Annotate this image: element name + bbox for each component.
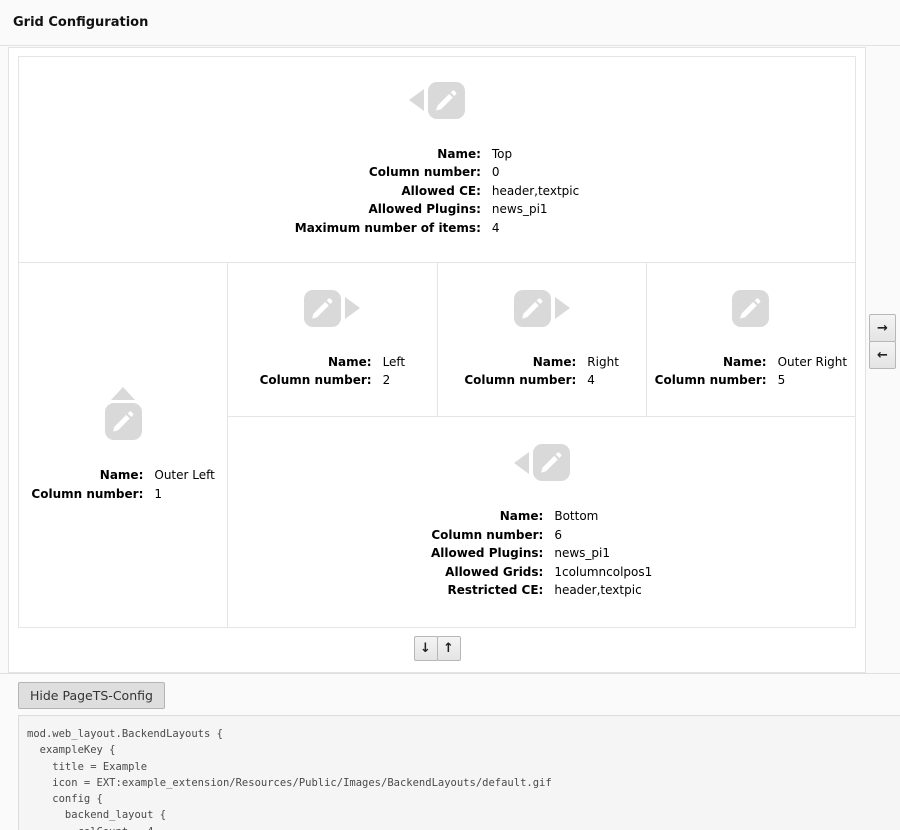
cell-properties: Name: Bottom Column number: 6 Allowed Plugin…	[431, 507, 652, 600]
edit-cell-icon[interactable]	[428, 81, 465, 119]
edit-cell-icon[interactable]	[104, 403, 142, 440]
add-column-button[interactable]: →	[869, 314, 896, 342]
cell-property-value: header,textpic	[554, 583, 642, 598]
cell-property-label: Allowed Plugins:	[430, 546, 544, 561]
cell-property-row: Name: Left	[260, 353, 406, 372]
cell-property-label: Column number:	[431, 527, 544, 542]
cell-property-value: Outer Right	[777, 354, 848, 369]
cell-icon-group	[513, 444, 570, 482]
cell-property-label: Name:	[437, 146, 481, 161]
cell-icon-group	[409, 81, 465, 119]
column-controls: → ←	[869, 314, 896, 369]
cell-property-value: 1	[154, 486, 163, 501]
cell-properties: Name: Outer Left Column number: 1	[31, 466, 214, 503]
cell-property-row: Maximum number of items: 4	[295, 219, 579, 238]
edit-cell-icon[interactable]	[304, 289, 342, 327]
cell-property-value: 0	[491, 165, 500, 180]
cell-property-value: Left	[382, 354, 406, 369]
cell-property-label: Name:	[499, 509, 544, 524]
cell-properties: Name: Left Column number: 2	[260, 353, 406, 390]
cell-property-row: Allowed Grids: 1columncolpos1	[431, 563, 652, 582]
add-row-button[interactable]: ↓	[413, 635, 438, 661]
cell-property-value: 4	[587, 373, 595, 387]
cell-property-label: Allowed CE:	[401, 183, 481, 198]
edit-cell-icon[interactable]	[513, 289, 551, 327]
expand-right-icon[interactable]	[345, 297, 361, 319]
cell-property-value: news_pi1	[554, 546, 610, 561]
row-controls: ↓ ↑	[9, 628, 865, 668]
cell-property-row: Name: Outer Left	[31, 466, 215, 485]
cell-property-value: 6	[554, 527, 562, 542]
cell-icon-group	[304, 289, 361, 327]
cell-property-label: Name:	[327, 354, 372, 369]
cell-property-label: Restricted CE:	[447, 583, 544, 598]
cell-property-label: Allowed Grids:	[445, 564, 544, 579]
cell-property-label: Column number:	[368, 165, 481, 180]
grid-cell-bottom: Name: Bottom Column number: 6 Allowed Plugin…	[227, 416, 856, 628]
cell-property-label: Column number:	[464, 373, 577, 387]
cell-property-row: Allowed Plugins: news_pi1	[295, 200, 579, 219]
module-header: Grid Configuration	[0, 0, 900, 46]
cell-property-row: Column number: 6	[431, 526, 652, 545]
cell-property-row: Column number: 2	[260, 371, 406, 390]
page-title: Grid Configuration	[13, 15, 149, 30]
cell-property-row: Allowed Plugins: news_pi1	[431, 544, 652, 563]
cell-property-row: Allowed CE: header,textpic	[295, 182, 579, 201]
cell-property-value: 5	[777, 373, 786, 387]
expand-right-icon[interactable]	[554, 297, 570, 319]
cell-property-row: Name: Top	[295, 145, 579, 164]
cell-property-value: Top	[491, 146, 513, 161]
grid-editor-panel: Name: Top Column number: 0 Allowed CE: header…	[8, 47, 866, 673]
toggle-pagets-button[interactable]: Hide PageTS-Config	[18, 682, 165, 709]
cell-property-row: Name: Right	[464, 353, 619, 372]
grid-cell-left: Name: Left Column number: 2	[227, 262, 438, 417]
cell-properties: Name: Top Column number: 0 Allowed CE: header…	[295, 145, 579, 238]
edit-cell-icon[interactable]	[532, 444, 570, 482]
cell-properties: Name: Right Column number: 4	[464, 353, 619, 390]
pagets-code: mod.web_layout.BackendLayouts { exampleK…	[18, 715, 900, 830]
grid-editor-wrap: Name: Top Column number: 0 Allowed CE: header…	[9, 48, 865, 628]
cell-property-label: Column number:	[654, 373, 767, 387]
cell-icon-group	[732, 289, 770, 327]
cell-property-label: Column number:	[31, 486, 144, 501]
cell-property-row: Column number: 1	[31, 485, 214, 504]
cell-property-value: header,textpic	[491, 183, 580, 198]
cell-property-value: Bottom	[554, 509, 599, 524]
cell-icon-group	[513, 289, 570, 327]
grid-cell-right: Name: Right Column number: 4	[436, 262, 647, 417]
pagets-section: Hide PageTS-Config mod.web_layout.Backen…	[0, 673, 900, 830]
grid-cell-top: Name: Top Column number: 0 Allowed CE: header…	[18, 56, 856, 263]
cell-icon-group	[104, 387, 142, 440]
cell-property-label: Allowed Plugins:	[368, 202, 481, 217]
expand-left-icon[interactable]	[513, 451, 529, 474]
cell-property-label: Name:	[723, 354, 767, 369]
cell-property-value: 2	[382, 373, 391, 387]
cell-property-value: 4	[491, 220, 500, 235]
remove-row-button[interactable]: ↑	[436, 635, 461, 661]
grid-editor-table: Name: Top Column number: 0 Allowed CE: header…	[17, 56, 857, 628]
cell-property-label: Name:	[532, 354, 577, 369]
cell-property-value: news_pi1	[491, 202, 548, 217]
cell-property-row: Name: Outer Right	[655, 353, 847, 372]
cell-property-label: Name:	[99, 468, 144, 482]
grid-cell-outer-left: Name: Outer Left Column number: 1	[17, 262, 229, 628]
expand-left-icon[interactable]	[409, 89, 424, 112]
cell-property-value: Outer Left	[154, 468, 215, 482]
remove-column-button[interactable]: ←	[869, 341, 896, 369]
cell-property-label: Maximum number of items:	[294, 220, 481, 235]
expand-up-icon[interactable]	[111, 387, 136, 400]
cell-property-value: Right	[587, 354, 619, 369]
cell-property-row: Column number: 4	[464, 371, 619, 390]
cell-property-row: Column number: 5	[655, 371, 847, 390]
cell-property-row: Column number: 0	[295, 163, 579, 182]
cell-property-value: 1columncolpos1	[554, 564, 653, 579]
cell-property-row: Name: Bottom	[431, 507, 652, 526]
cell-properties: Name: Outer Right Column number: 5	[655, 353, 847, 390]
cell-property-row: Restricted CE: header,textpic	[431, 581, 652, 600]
edit-cell-icon[interactable]	[732, 289, 770, 327]
cell-property-label: Column number:	[259, 373, 372, 387]
grid-cell-outer-right: Name: Outer Right Column number: 5	[645, 262, 857, 417]
